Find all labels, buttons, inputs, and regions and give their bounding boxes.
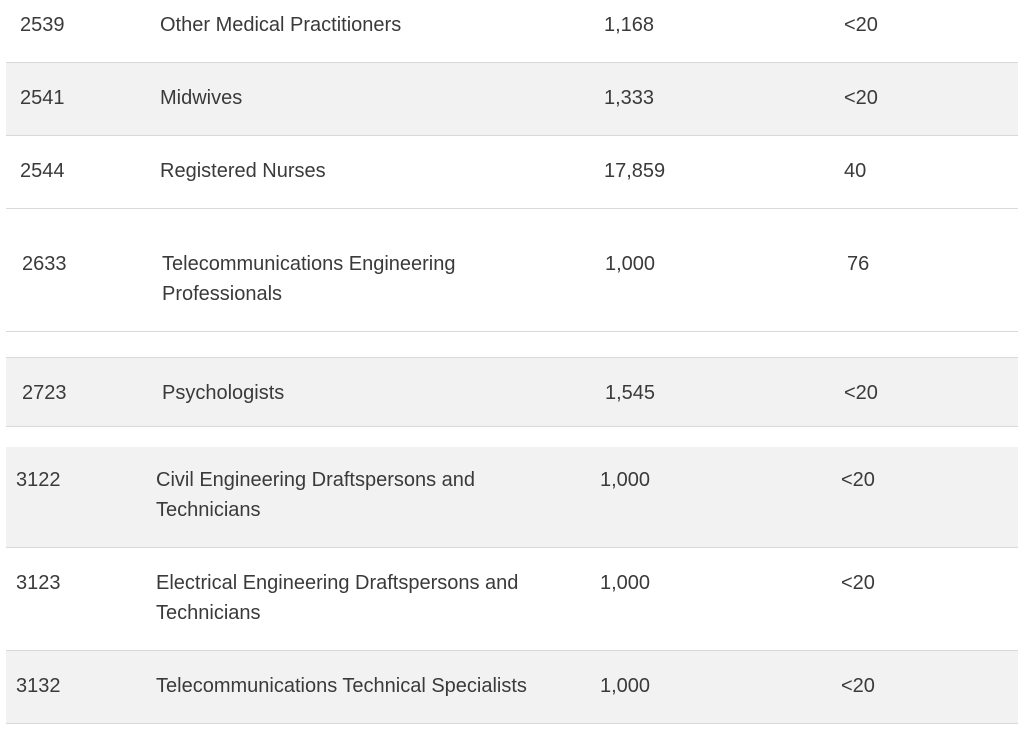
count-cell: <20 <box>841 675 875 697</box>
occupation-cell: Psychologists <box>162 382 285 404</box>
table-row: 3132 Telecommunications Technical Specia… <box>6 651 1018 724</box>
count-cell: 40 <box>844 160 867 182</box>
table-row: 2539 Other Medical Practitioners 1,168 <… <box>6 0 1018 63</box>
table-row: 2544 Registered Nurses 17,859 40 <box>6 136 1018 209</box>
code-cell: 3122 <box>16 469 61 491</box>
code-cell: 3132 <box>16 675 61 697</box>
occupation-cell: Electrical Engineering Draftspersons and… <box>156 572 519 624</box>
value-cell: 1,000 <box>605 253 656 275</box>
count-cell: <20 <box>841 469 875 491</box>
occupation-cell: Telecommunications Technical Specialists <box>156 675 527 697</box>
occupation-cell: Midwives <box>160 87 243 109</box>
code-cell: 2544 <box>20 160 65 182</box>
value-cell: 17,859 <box>604 160 666 182</box>
value-cell: 1,168 <box>604 14 655 36</box>
count-cell: <20 <box>844 14 878 36</box>
value-cell: 1,545 <box>605 382 656 404</box>
count-cell: <20 <box>844 382 878 404</box>
table-row: 3123 Electrical Engineering Draftsperson… <box>6 548 1018 651</box>
table-row: 2633 Telecommunications Engineering Prof… <box>6 209 1018 332</box>
code-cell: 2539 <box>20 14 65 36</box>
table-row: 2541 Midwives 1,333 <20 <box>6 63 1018 136</box>
occupation-cell: Telecommunications Engineering Professio… <box>162 253 456 305</box>
count-cell: <20 <box>841 572 875 594</box>
value-cell: 1,000 <box>600 469 651 491</box>
occupation-cell: Civil Engineering Draftspersons and Tech… <box>156 469 476 521</box>
value-cell: 1,333 <box>604 87 655 109</box>
code-cell: 2541 <box>20 87 65 109</box>
count-cell: 76 <box>847 253 870 275</box>
code-cell: 2633 <box>22 253 67 275</box>
table-row: 3122 Civil Engineering Draftspersons and… <box>6 447 1018 548</box>
code-cell: 2723 <box>22 382 67 404</box>
value-cell: 1,000 <box>600 675 651 697</box>
occupation-cell: Registered Nurses <box>160 160 326 182</box>
count-cell: <20 <box>844 87 878 109</box>
table-row: 2723 Psychologists 1,545 <20 <box>6 357 1018 427</box>
value-cell: 1,000 <box>600 572 651 594</box>
code-cell: 3123 <box>16 572 61 594</box>
occupation-cell: Other Medical Practitioners <box>160 14 402 36</box>
